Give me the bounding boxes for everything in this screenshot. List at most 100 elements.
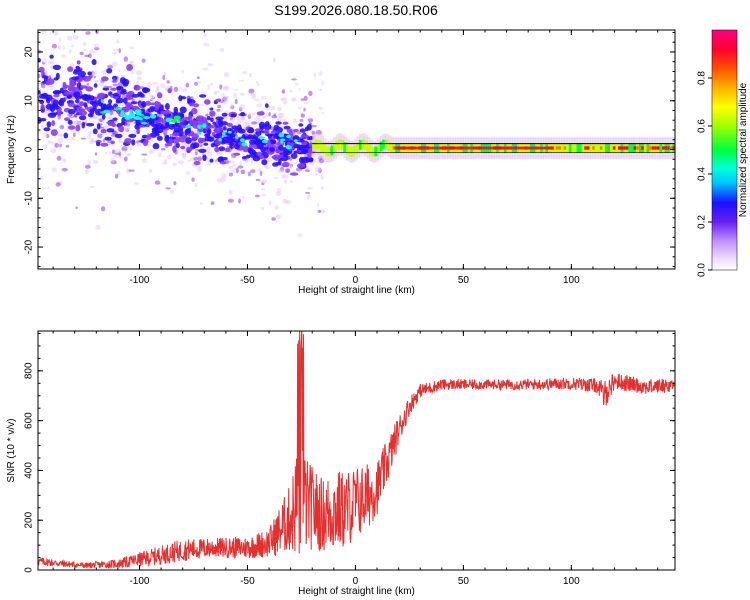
spectrogram-cell — [94, 70, 98, 75]
spectrogram-cell — [651, 146, 656, 150]
spectrogram-cell — [208, 63, 214, 66]
spectrogram-cell — [165, 187, 172, 190]
spectrogram-cell — [258, 121, 266, 129]
spectrogram-cell — [266, 112, 269, 117]
spectrogram-cell — [308, 147, 314, 152]
spectrogram-cell — [318, 106, 323, 111]
spectrogram-cell — [318, 71, 323, 76]
spectrogram-cell — [277, 169, 284, 173]
spectrogram-cell — [67, 66, 74, 72]
snr-y-tick-label: 0 — [24, 567, 35, 573]
spectrogram-cell — [105, 124, 109, 129]
spectrogram-cell — [184, 125, 191, 129]
spectrogram-cell — [193, 103, 200, 108]
spectrogram-cell — [250, 159, 254, 165]
spectrogram-cell — [390, 143, 394, 153]
spectrogram-cell — [43, 127, 51, 132]
spectrogram-cell — [160, 148, 166, 151]
spectrogram-cell — [269, 147, 276, 152]
spectrogram-cell — [325, 146, 330, 157]
spectrogram-cell — [179, 106, 187, 114]
spectrogram-cell — [38, 81, 42, 86]
spectrogram-cell — [633, 146, 638, 150]
spectrogram-cell — [106, 103, 112, 109]
spectrogram-cell — [180, 152, 186, 157]
spectrogram-cell — [68, 83, 75, 91]
spectrogram-cell — [103, 109, 111, 114]
spectrogram-cell — [128, 169, 135, 172]
spectrogram-cell — [234, 143, 240, 150]
snr-y-axis-label: SNR (10 * v/v) — [6, 419, 17, 483]
spectrogram-cell — [112, 83, 119, 86]
spectrogram-cell — [123, 156, 128, 162]
spectrogram-cell — [124, 115, 132, 120]
spectrogram-cell — [615, 143, 620, 153]
figure-title: S199.2026.080.18.50.R06 — [274, 2, 438, 18]
spectrogram-cell — [51, 167, 57, 173]
spectrogram-cell — [93, 43, 99, 48]
spectrogram-cell — [67, 35, 73, 41]
spectrogram-cell — [289, 172, 299, 176]
spectrogram-y-tick-label: -10 — [24, 191, 35, 206]
spectrogram-cell — [612, 146, 617, 150]
spectrogram-cell — [123, 56, 128, 62]
spectrogram-cell — [85, 31, 91, 35]
spectrogram-cell — [120, 74, 126, 78]
snr-y-tick-label: 200 — [24, 511, 35, 528]
spectrogram-cell — [141, 122, 148, 125]
spectrogram-cell — [662, 146, 666, 150]
spectrogram-cell — [88, 75, 93, 79]
spectrogram-cell — [136, 76, 142, 81]
spectrogram-cell — [278, 144, 284, 151]
spectrogram-cell — [110, 87, 118, 91]
snr-x-tick-label: -100 — [129, 576, 149, 587]
spectrogram-cell — [256, 114, 261, 120]
spectrogram-cell — [605, 143, 609, 153]
spectrogram-cell — [312, 141, 317, 151]
spectrogram-cell — [274, 205, 279, 210]
spectrogram-cell — [260, 96, 267, 100]
spectrogram-cell — [214, 159, 218, 164]
spectrogram-cell — [197, 166, 203, 172]
colorbar-tick-label: 0.6 — [697, 119, 708, 133]
spectrogram-cell — [116, 104, 123, 107]
spectrogram-cell — [130, 101, 138, 105]
spectrogram-cell — [61, 167, 68, 172]
spectrogram-cell — [52, 90, 62, 95]
spectrogram-cell — [143, 116, 151, 120]
spectrogram-cell — [100, 206, 106, 212]
spectrogram-cell — [273, 113, 277, 117]
spectrogram-cell — [108, 99, 113, 105]
spectrogram-cell — [217, 104, 222, 109]
spectrogram-cell — [141, 134, 148, 139]
spectrogram-cell — [64, 91, 72, 96]
spectrogram-cell — [348, 146, 353, 157]
spectrogram-cell — [584, 146, 589, 150]
spectrogram-y-tick-label: 0 — [24, 146, 35, 152]
spectrogram-cell — [142, 158, 147, 163]
spectrogram-cell — [172, 131, 180, 137]
spectrogram-cell — [89, 100, 96, 105]
spectrogram-cell — [306, 124, 312, 131]
spectrogram-cell — [73, 113, 78, 118]
spectrogram-cell — [255, 137, 261, 145]
snr-y-tick-label: 600 — [24, 412, 35, 429]
snr-panel: -100 -50 0 50 100 0 200 400 600 800 Height of str… — [6, 330, 676, 597]
spectrogram-cell — [131, 139, 136, 146]
spectrogram-cell — [125, 153, 130, 156]
spectrogram-cell — [38, 105, 42, 108]
spectrogram-cell — [568, 143, 573, 153]
spectrogram-cell — [187, 115, 193, 122]
spectrogram-cell — [204, 136, 213, 142]
spectrogram-cell — [235, 135, 239, 139]
spectrogram-cell — [300, 134, 309, 138]
spectrogram-cell — [382, 139, 387, 150]
spectrogram-cell — [76, 60, 81, 65]
spectrogram-cell — [81, 121, 86, 129]
spectrogram-cell — [46, 134, 50, 138]
spectrogram-cell — [276, 161, 281, 165]
spectrogram-cell — [174, 127, 179, 133]
spectrogram-cell — [261, 159, 268, 166]
